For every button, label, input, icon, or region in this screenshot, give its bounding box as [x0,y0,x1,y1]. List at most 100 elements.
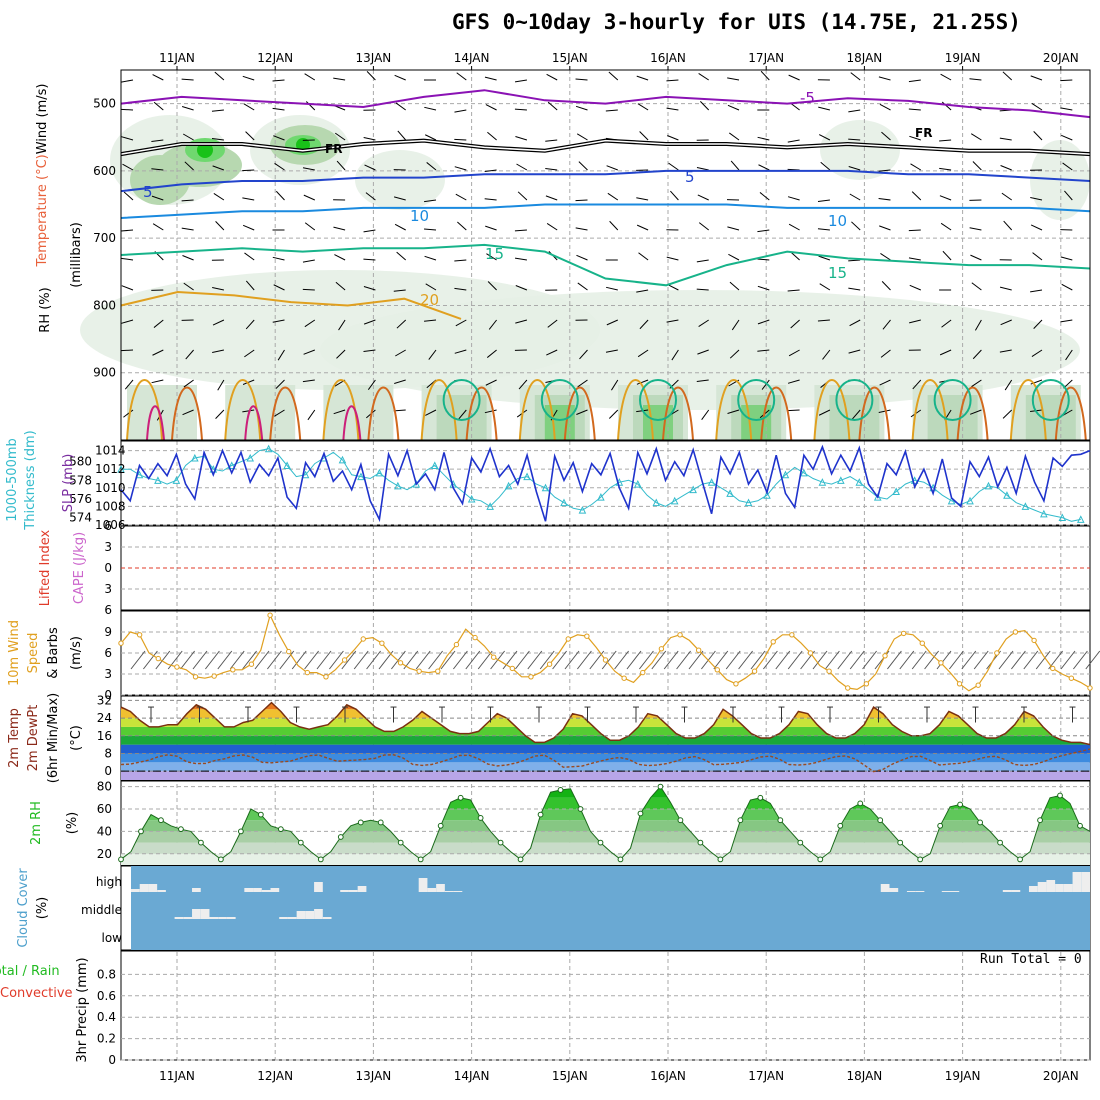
wind-barb [151,195,164,201]
precip-legend-convective: Convective [0,986,73,1001]
date-label-top: 16JAN [650,51,686,65]
wind-barb-10m [180,650,195,670]
wind-barb [514,257,527,261]
wind-barb-10m [415,650,431,670]
thickness-point [394,481,402,490]
wind-barb [487,281,497,291]
wind-barb-10m [738,650,753,670]
slp-ylabel: SLP (mb) [61,454,76,513]
wind-barb [302,379,315,383]
isotherm-loop [518,379,556,441]
wind-speed-point [509,665,516,672]
wind-speed-point [938,660,944,666]
isotherm-loop-15 [1031,379,1070,421]
rh-point [617,856,624,863]
wind-barb [698,73,709,81]
cloud-middle-bar [174,917,184,919]
wind-barb [394,379,406,384]
wind-barb-10m [899,650,915,670]
wind-barb-10m [341,650,357,670]
temp-tick: 0 [104,764,112,778]
isotherm-loop [244,405,264,441]
wind-barb [667,284,679,291]
cloud-middle-bar [183,917,193,919]
wind-barb [395,102,406,111]
wind-barb-10m [676,650,691,670]
rh-point [297,839,304,846]
wind-barb [878,169,891,172]
wind-barb [153,319,164,328]
wind-barb [787,409,800,412]
isotherm-label--5: -5 [800,89,815,107]
rh-point [198,839,204,846]
wind-barb [545,139,558,142]
thickness-point [578,505,587,514]
wind-barb [728,132,740,141]
wind-barb [121,285,134,291]
isotherm-loop [367,386,400,441]
wind-barb [696,167,709,171]
thickness-point [135,470,144,479]
wind-barb [698,319,709,327]
rh-point [877,817,884,824]
wind-barb [1030,224,1043,231]
wind-barb [608,71,619,81]
rh-point [1017,856,1023,863]
isotherm-loop [420,379,458,441]
wind-ylabel-2-part: Speed [26,633,41,674]
wind-speed-point [211,673,217,679]
wind-barb [484,76,497,81]
cloud-high-bar [1011,890,1021,892]
wind-barb [759,192,770,201]
thickness-point [504,481,513,490]
wind-speed-point [1050,665,1056,672]
wind-barb [882,319,891,330]
rh-point [477,815,484,821]
wind-barb [666,79,679,82]
wind-speed-point [286,648,292,655]
wind-barb [485,104,497,111]
slp-tick: 1010 [95,481,126,495]
wind-barb [757,258,770,261]
wind-speed-point [751,668,758,674]
wind-speed-point [1068,675,1075,681]
wind-barb-10m [998,650,1014,670]
wind-barb [727,409,740,414]
wind-speed-point [900,630,907,637]
wind-barb [788,349,800,357]
rh-point [337,834,344,840]
wind-barb [545,168,558,171]
rh-tick: 80 [97,780,112,794]
date-label-top: 15JAN [552,51,588,65]
wind-barb [394,223,406,231]
wind-barb [485,379,497,386]
wind-barb [336,160,346,171]
wind-barb [333,77,346,81]
wind-barb-10m [961,650,977,670]
wind-ylabel-1-part: 10m Wind [7,620,22,686]
temp-band [121,753,1090,763]
wind-barb-10m [911,650,927,670]
wind-barb [728,253,740,261]
wind-barb [212,165,225,171]
wind-speed-point [733,681,739,687]
wind-barb [486,349,497,358]
wind-barb [486,253,497,261]
thickness-point [726,489,734,497]
upper-air-ylabel-part: Temperature (°C) [35,154,50,267]
wind-barb [818,134,831,141]
wind-barb [514,108,527,111]
wind-barb [211,109,224,112]
isotherm-label-15: 15 [828,264,847,282]
wind-barb [819,283,831,291]
wind-barb [546,73,558,81]
thickness-point [357,472,365,481]
wind-barb [153,101,164,111]
thickness-point [892,487,901,496]
pressure-tick: 900 [93,366,116,380]
wind-barb [245,131,255,141]
wind-barb [970,409,982,415]
temp-tick: 32 [97,693,112,707]
precip-ylabel: 3hr Precip (mm) [75,957,90,1062]
li-tick: 3 [104,540,112,554]
